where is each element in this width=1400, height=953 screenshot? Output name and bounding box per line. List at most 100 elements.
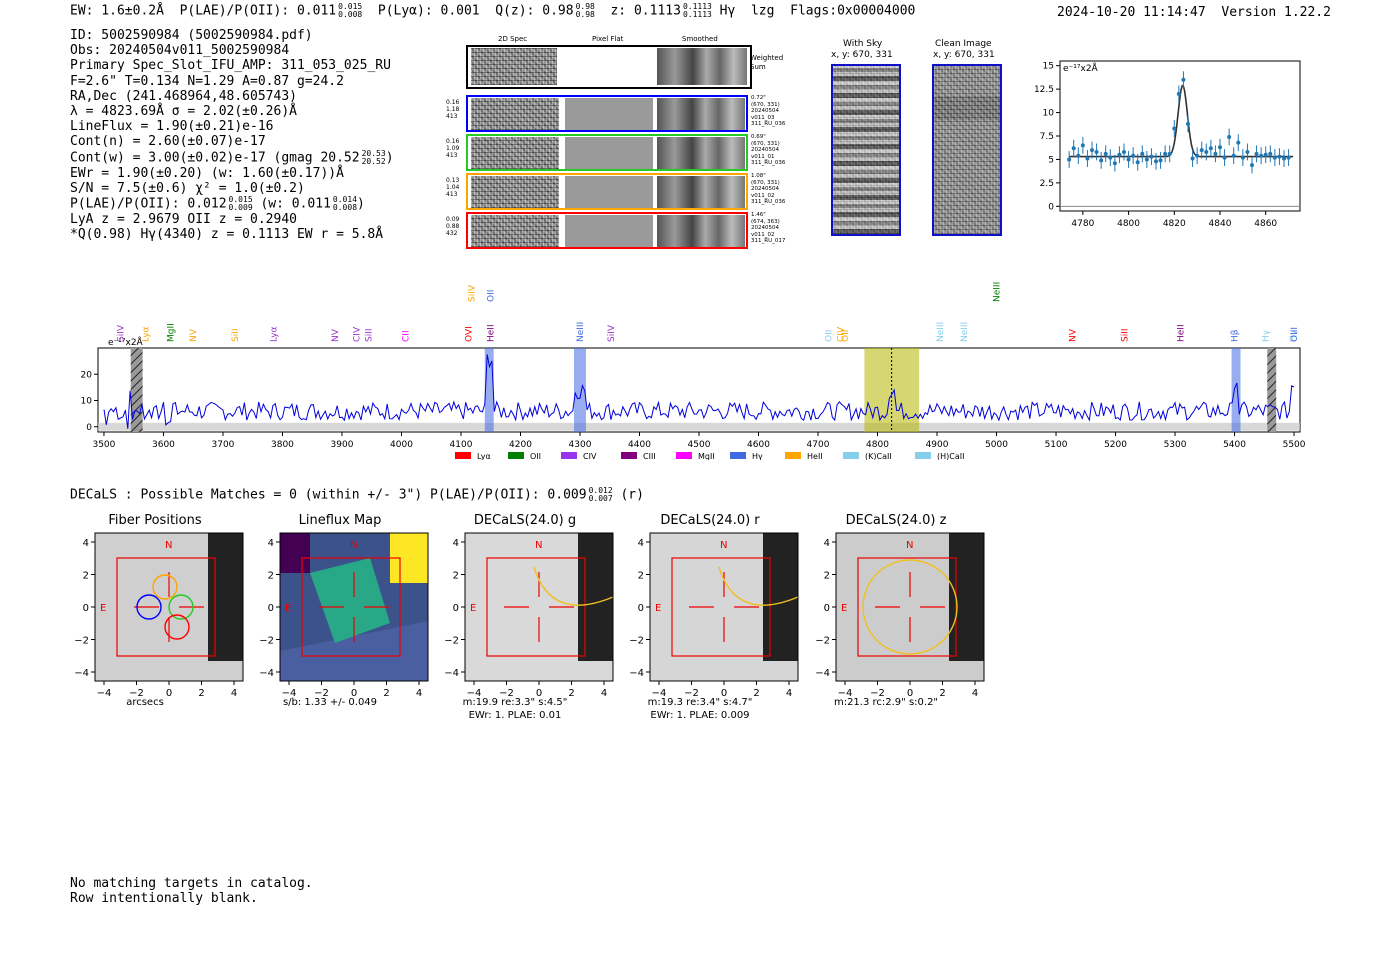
spec-legend-label: Lyα: [477, 452, 491, 460]
panel-frame: [279, 532, 429, 682]
info-lya-z: LyA z = 2.9679 OII z = 0.2940: [70, 212, 297, 228]
panel-ytick-label: −2: [629, 636, 644, 647]
panel-xlabel: m:21.3 rc:2.9" s:0.2": [833, 697, 939, 708]
fit-data-point: [1108, 149, 1113, 166]
panel-aperture-box: [301, 557, 401, 657]
cutout-flat: [565, 137, 653, 169]
fit-data-point: [1126, 151, 1131, 168]
panel-ytick-label: −4: [815, 668, 830, 679]
panel-xlabel: m:19.3 re:3.4" s:4.7": [647, 697, 753, 708]
fit-data-point: [1131, 147, 1136, 165]
cutout-right-value: v011_03: [751, 114, 775, 121]
spec-xtick-label: 5000: [985, 440, 1008, 450]
cutout-flat: [565, 98, 653, 130]
spec-sky-band: [98, 422, 1300, 431]
compass-north: N: [165, 540, 172, 551]
spec-line-label-group: CIV: [352, 326, 362, 342]
spec-xtick-label: 4000: [390, 440, 413, 450]
spec-line-label-group: OII: [487, 290, 497, 302]
panel-dark-edge: [208, 533, 243, 661]
fiber-circle: [164, 614, 190, 640]
spec-line-label: Hγ: [1261, 329, 1271, 342]
spec-legend-swatch: [621, 452, 637, 459]
header-right: 2024-10-20 11:14:47 Version 1.22.2: [1057, 5, 1331, 20]
panel-ytick-label: 4: [824, 538, 830, 549]
cutout-left-value: 0.09: [446, 216, 460, 223]
with-sky-xy: x, y: 670, 331: [831, 50, 893, 60]
compass-north: N: [350, 540, 357, 551]
spec-xtick-label: 4600: [747, 440, 770, 450]
fit-ytick-label: 0: [1048, 202, 1054, 212]
spec-line-band: [1267, 348, 1277, 432]
panel-frame: [94, 532, 244, 682]
spec-line-label-group: MgII: [167, 323, 177, 342]
fit-ytick-label: 12.5: [1034, 85, 1054, 95]
compass-east: E: [285, 603, 291, 614]
spec-xtick-label: 4700: [807, 440, 830, 450]
fit-data-point: [1190, 150, 1195, 167]
panel-xtick-label: −4: [97, 688, 112, 699]
fit-data-point: [1154, 152, 1158, 170]
fit-data-point: [1286, 149, 1291, 166]
info-q-line: *Q(0.98) Hγ(4340) z = 0.1113 EW r = 5.8Å: [70, 227, 384, 243]
panel-aperture-box: [857, 557, 957, 657]
clean-image-xy: x, y: 670, 331: [933, 50, 995, 60]
cutout-right-info: 1.08" (670, 331) 20240504 v011_02 311_RU_036: [751, 173, 785, 206]
fit-data-point: [1199, 141, 1204, 159]
panel-xtick-label: 2: [939, 688, 945, 699]
fit-data-point: [1067, 151, 1072, 168]
cutout-left-value: 0.16: [446, 99, 460, 106]
panel-ytick-label: −2: [444, 636, 459, 647]
panel-ytick-label: −2: [815, 636, 830, 647]
fit-data-point: [1176, 85, 1181, 103]
info-plae-w: (w: 0.011: [260, 196, 331, 212]
fit-ytick-label: 10: [1043, 109, 1055, 119]
fit-xtick-label: 4820: [1163, 219, 1186, 229]
weighted-sum-label: Weighted Sum: [750, 54, 784, 71]
spec-line-label-group: SiIV: [117, 324, 127, 342]
spec-line-label: SiIV: [117, 324, 127, 342]
spec-line-label: HeII: [487, 324, 497, 342]
spec-line-label-group: HeII: [1176, 324, 1186, 342]
cutout-left-value: 0.88: [446, 223, 460, 230]
cutout-right-info: 0.69" (670, 331) 20240504 v011_01 311_RU_036: [751, 134, 785, 167]
spec-line-label: NeIII: [936, 322, 946, 342]
panel-xtick-label: 0: [721, 688, 727, 699]
fit-data-point: [1218, 138, 1222, 156]
panel-ytick-label: 0: [268, 603, 274, 614]
info-sn: S/N = 7.5(±0.6) χ² = 1.0(±0.2): [70, 180, 305, 196]
cutout-smooth: [657, 176, 745, 208]
panel-title: DECaLS(24.0) r: [660, 513, 760, 528]
spec-line-label: Lyα: [142, 326, 152, 342]
spec-xtick-label: 5500: [1283, 440, 1306, 450]
full-spectrum-chart: 0 10 20 3500 3600 3700 3800 3900 4000 4100 4200 430…: [81, 282, 1306, 460]
panel-map-blob: [310, 558, 390, 643]
spec-legend-label: Hγ: [752, 452, 763, 460]
spec-line-label-group: SiII: [231, 328, 241, 342]
cutout-2d: [471, 176, 559, 208]
fit-data-point: [1236, 134, 1241, 151]
fit-data-point: [1213, 145, 1218, 163]
spec-xtick-label: 3800: [271, 440, 294, 450]
spec-line-label-group: OVI: [465, 326, 475, 342]
fit-yunit: e⁻¹⁷x2Å: [1063, 62, 1099, 74]
cutout-right-value: 20240504: [751, 147, 779, 153]
spec-line-label-group: NeIII: [993, 282, 1003, 302]
weighted-smooth: [657, 48, 747, 85]
spec-line-label-group: Lyα: [270, 326, 280, 342]
info-plae-hi: 0.015: [228, 195, 253, 205]
spec-xtick-label: 3700: [212, 440, 235, 450]
spec-line-label: OII: [487, 290, 497, 302]
spec-line-label-group: Lyα: [142, 326, 152, 342]
spec-legend-label: HeII: [807, 452, 823, 460]
spec-trace: [103, 354, 1295, 429]
panel-xtick-label: −2: [129, 688, 144, 699]
spec-line-label-group: NV: [331, 328, 341, 342]
spec-xtick-label: 5300: [1164, 440, 1187, 450]
spec-legend-label: CIV: [583, 452, 597, 460]
fit-data-point: [1240, 149, 1245, 166]
weighted-2d: [471, 48, 557, 85]
spec-line-label-group: Hγ: [1261, 329, 1271, 342]
panel-image: N E 4 2 0 −2 −4 −4 −2 0 2 4: [74, 532, 244, 699]
panel-xtick-label: 2: [568, 688, 574, 699]
